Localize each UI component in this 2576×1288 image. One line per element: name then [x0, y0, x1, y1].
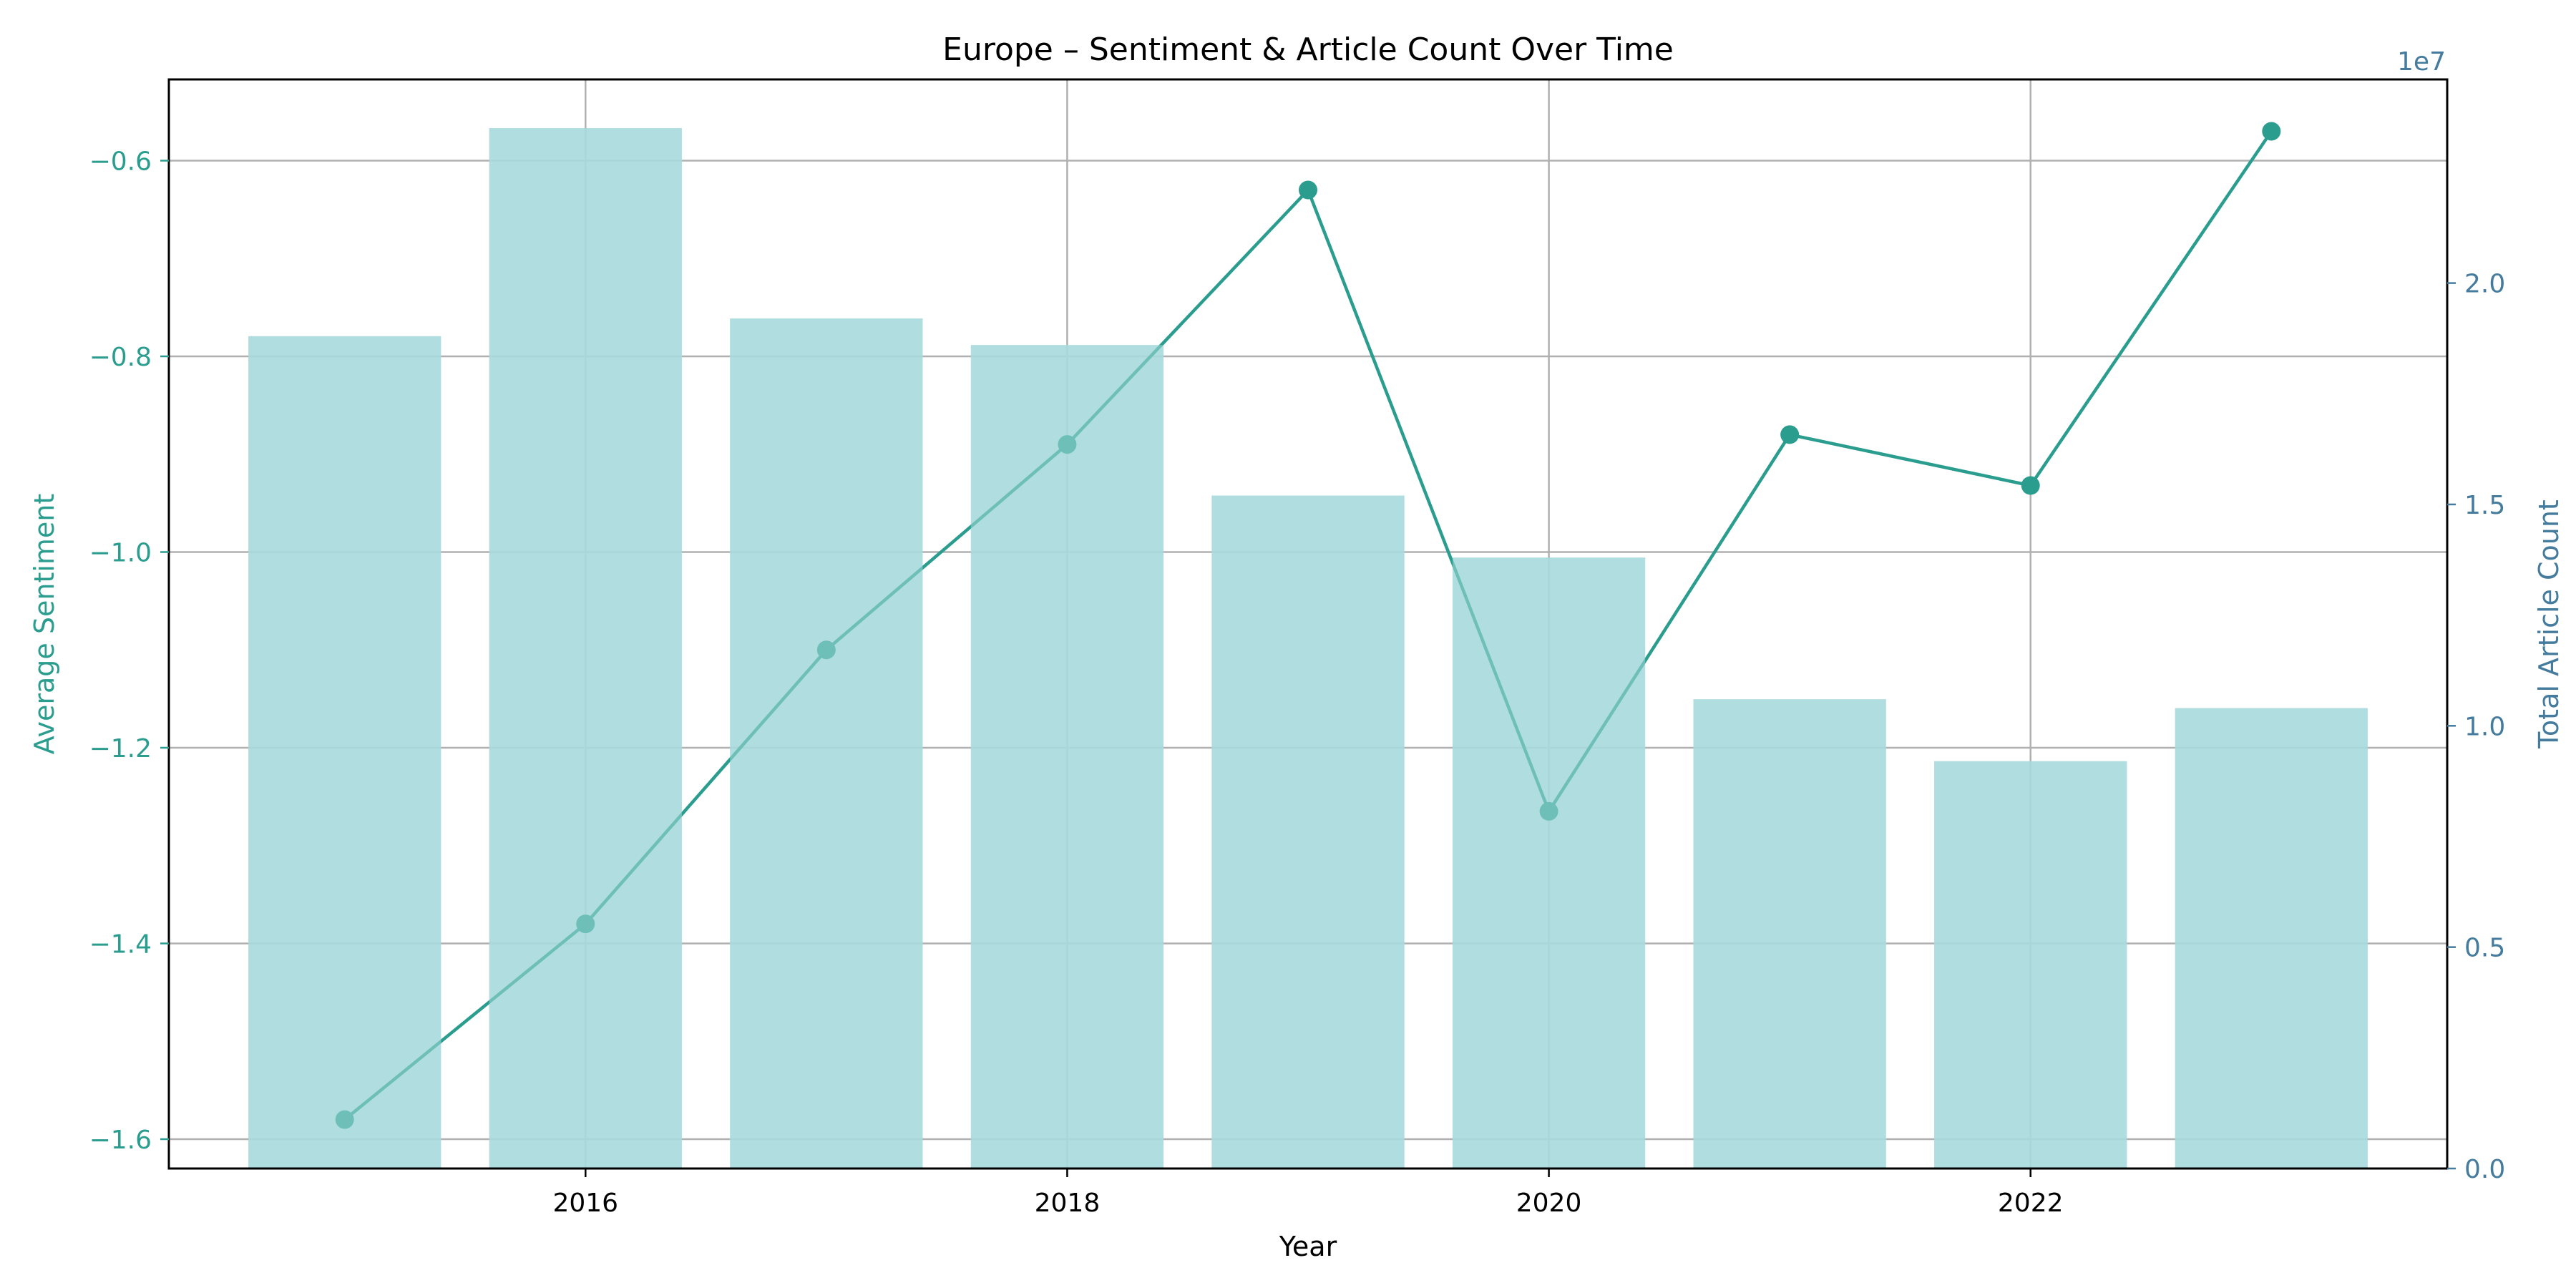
right-tick-label-3: 1.5	[2464, 491, 2505, 520]
left-axis-label: Average Sentiment	[29, 494, 60, 755]
axes: 2016 2018 2020 2022 −1.6 −1.4 −1.2 −1.0 −0.8 −0.6…	[89, 78, 2505, 1218]
bar-overlay-2018	[970, 345, 1164, 1169]
x-axis-label: Year	[1279, 1231, 1337, 1262]
right-axis-multiplier: 1e7	[2397, 47, 2446, 77]
bar-overlay-2017	[730, 318, 923, 1169]
sentiment-line-layer	[248, 122, 2368, 1169]
right-tick-label-0: 0.0	[2464, 1155, 2505, 1184]
chart-title: Europe – Sentiment & Article Count Over …	[942, 31, 1674, 68]
sentiment-point-2019	[1299, 180, 1317, 200]
right-tick-label-2: 1.0	[2464, 712, 2505, 741]
left-tick-label-1: −1.4	[89, 930, 152, 959]
left-tick-label-4: −0.8	[89, 343, 152, 372]
right-tick-label-4: 2.0	[2464, 270, 2505, 299]
bar-overlay-2015	[248, 336, 441, 1169]
plot-frame	[167, 78, 2449, 1170]
bar-overlay-2016	[489, 128, 682, 1169]
left-tick-label-5: −0.6	[89, 147, 152, 177]
x-tick-label-2022: 2022	[1998, 1189, 2064, 1218]
x-tick-label-2020: 2020	[1516, 1189, 1582, 1218]
right-tick-label-1: 0.5	[2464, 934, 2505, 963]
left-tick-label-2: −1.2	[89, 734, 152, 763]
sentiment-point-2023	[2262, 122, 2281, 141]
sentiment-point-2022	[2021, 476, 2040, 495]
left-tick-label-3: −1.0	[89, 538, 152, 567]
right-axis-label: Total Article Count	[2533, 499, 2565, 749]
bar-overlay-2023	[2175, 708, 2368, 1169]
x-tick-label-2018: 2018	[1035, 1189, 1101, 1218]
bar-overlay-2021	[1693, 699, 1886, 1169]
x-tick-label-2016: 2016	[552, 1189, 618, 1218]
sentiment-point-2021	[1780, 425, 1800, 444]
bar-overlay-2020	[1452, 557, 1646, 1169]
left-tick-label-0: −1.6	[89, 1126, 152, 1155]
bar-overlay-2019	[1211, 495, 1405, 1169]
bar-overlay-2022	[1934, 761, 2127, 1169]
